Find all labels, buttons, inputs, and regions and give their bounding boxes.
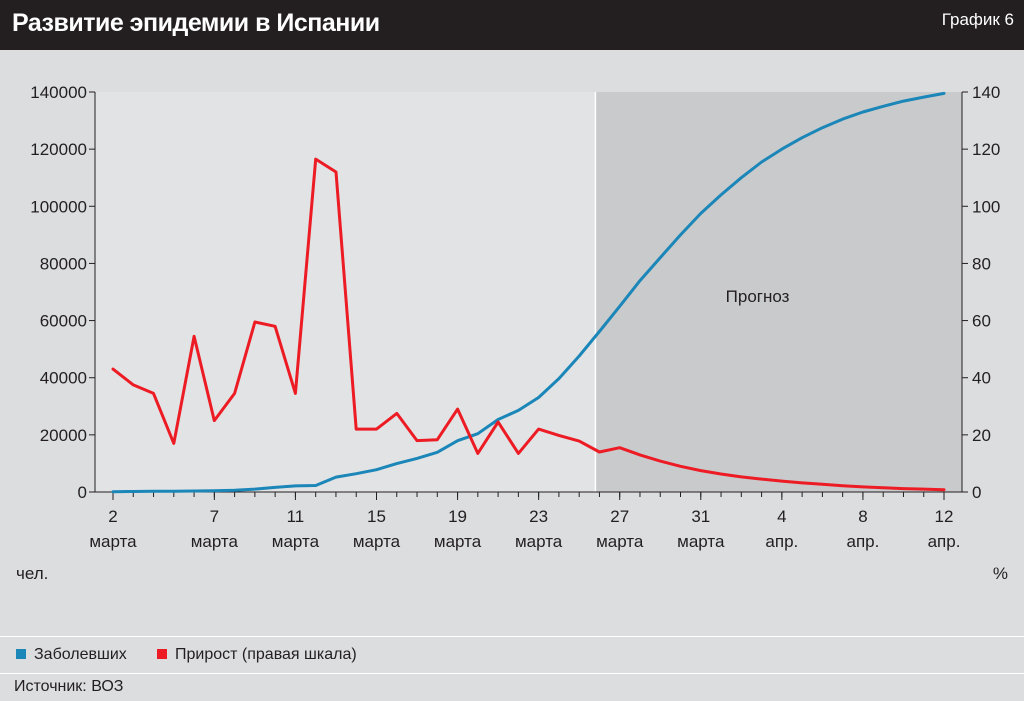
x-tick-label-day: 15 [367,507,386,526]
y-left-tick-label: 100000 [30,197,87,216]
x-tick-label-month: марта [677,532,725,551]
x-tick-label-day: 7 [210,507,219,526]
y-right-tick-label: 100 [972,197,1000,216]
legend-swatch-cases [16,649,26,659]
x-tick-label-month: марта [515,532,563,551]
legend: Заболевших Прирост (правая шкала) [0,636,1024,674]
x-tick-label-month: апр. [847,532,880,551]
x-tick-label-month: марта [89,532,137,551]
y-right-tick-label: 80 [972,254,991,273]
x-tick-label-day: 11 [287,507,305,526]
x-tick-label-day: 2 [108,507,117,526]
chart-number: График 6 [941,10,1014,29]
series-line-cases [111,91,946,494]
y-left-tick-label: 80000 [40,254,87,273]
y-right-tick-label: 140 [972,83,1000,102]
y-right-tick-label: 0 [972,483,981,502]
x-tick-label-month: марта [353,532,401,551]
forecast-label: Прогноз [726,287,790,306]
plot-area: Прогноз 0 20000 40000 60000 80000 100000 120000… [16,83,1008,583]
chart-header: Развитие эпидемии в Испании График 6 [0,0,1024,50]
source-note: Источник: ВОЗ [14,678,124,695]
forecast-region [595,92,962,492]
x-tick-label-day: 31 [691,507,710,526]
y-right-tick-label: 120 [972,140,1000,159]
x-tick-label-month: марта [434,532,482,551]
legend-label-cases: Заболевших [34,646,127,663]
legend-swatch-growth [157,649,167,659]
x-tick-label-month: марта [191,532,239,551]
y-left-tick-label: 40000 [40,369,87,388]
x-tick-label-day: 23 [529,507,548,526]
x-tick-label-day: 19 [448,507,467,526]
x-tick-label-day: 4 [777,507,786,526]
chart-title: Развитие эпидемии в Испании [12,9,380,37]
legend-label-growth: Прирост (правая шкала) [175,646,357,663]
y-right-tick-label: 60 [972,312,991,331]
legend-item-growth: Прирост (правая шкала) [157,646,357,664]
x-tick-label-day: 12 [935,507,954,526]
y-left-tick-label: 20000 [40,426,87,445]
x-tick-label-month: марта [596,532,644,551]
y-right-tick-label: 40 [972,369,991,388]
x-tick-label-month: апр. [928,532,961,551]
series-line-growth [111,157,946,492]
y-left-unit: чел. [16,564,48,583]
y-right-tick-label: 20 [972,426,991,445]
x-tick-label-day: 8 [858,507,867,526]
y-left-tick-label: 60000 [40,312,87,331]
x-tick-label-month: марта [272,532,320,551]
y-right-unit: % [993,564,1008,583]
y-left-tick-label: 140000 [30,83,87,102]
x-tick-label-day: 27 [610,507,629,526]
x-tick-label-month: апр. [765,532,798,551]
y-left-tick-label: 0 [78,483,87,502]
y-left-tick-label: 120000 [30,140,87,159]
legend-item-cases: Заболевших [16,646,127,664]
